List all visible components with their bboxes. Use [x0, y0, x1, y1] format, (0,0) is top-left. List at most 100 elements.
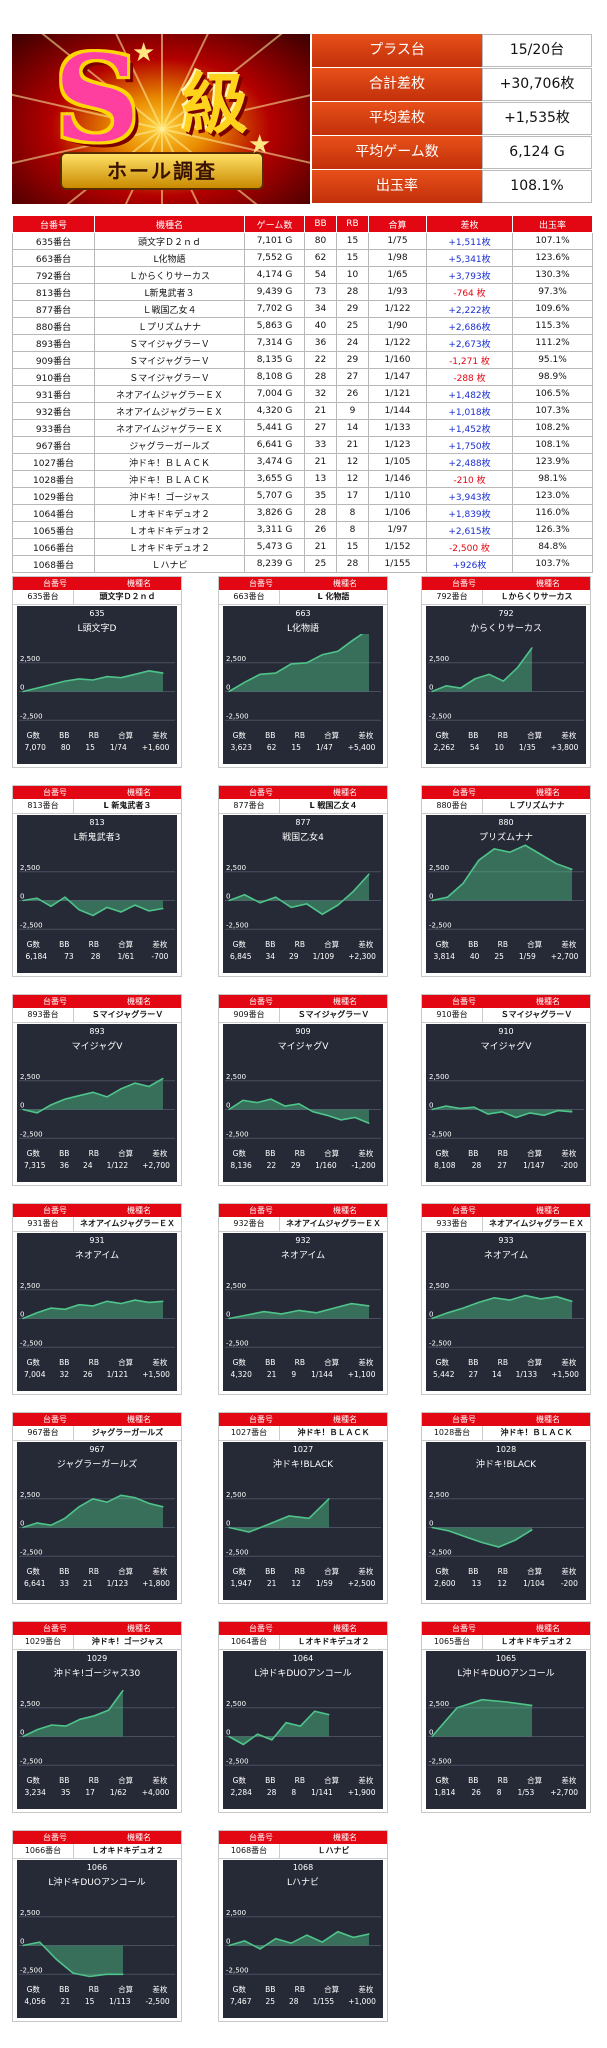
table-cell: 1/65	[368, 266, 427, 284]
slump-point	[462, 882, 464, 884]
card-header-name-label: 機種名	[333, 1624, 357, 1633]
stats-header: BB	[468, 731, 479, 740]
stats-diff: -700	[151, 952, 169, 961]
card-header: 台番号 機種名	[13, 786, 181, 799]
slump-point	[368, 1933, 370, 1935]
stats-g: 1,814	[433, 1788, 456, 1797]
table-cell: 663番台	[12, 249, 95, 267]
slump-point	[248, 1531, 250, 1533]
slump-point	[509, 1299, 511, 1301]
table-row: 1068番台 Ｌハナビ 8,239 G 25 28 1/155 +926枚 103.7%	[12, 555, 593, 573]
stats-header: RB	[294, 1776, 305, 1785]
slump-point	[529, 1112, 531, 1114]
table-cell: 36	[304, 334, 337, 352]
card-header-number-label: 台番号	[43, 1415, 67, 1424]
slump-point	[517, 666, 519, 668]
y-tick-label: -2,500	[20, 1757, 43, 1765]
stats-rb: 15	[291, 743, 301, 752]
slump-point	[431, 1108, 433, 1111]
slump-point	[242, 1099, 244, 1101]
slump-line	[431, 647, 533, 693]
slump-point	[488, 673, 490, 675]
stats-header: G数	[232, 731, 246, 740]
graph-title-number: 813	[89, 818, 105, 827]
card-header: 台番号 機種名	[13, 1204, 181, 1217]
logo-ribbon: ホール調査	[60, 152, 264, 190]
stats-prob: 1/62	[109, 1788, 127, 1797]
graph-title-name: 沖ドキ!BLACK	[272, 1460, 334, 1470]
table-row: 931番台 ネオアイムジャグラーＥＸ 7,004 G 32 26 1/121 +1,482枚…	[12, 385, 593, 403]
card-stats: G数 BB RB 合算 差枚 2,262 54 10 1/35 +3,800	[426, 730, 586, 754]
y-tick-label: -2,500	[429, 1130, 452, 1138]
table-cell: 1/98	[368, 249, 427, 267]
graph-title-number: 1028	[495, 1445, 517, 1454]
table-cell: 1065番台	[12, 521, 95, 539]
slump-point	[493, 848, 495, 850]
stats-header: 合算	[527, 1358, 543, 1367]
slump-point	[148, 1301, 150, 1303]
slump-graph-panel: 1065 L沖ドキDUOアンコール 2,500 0 -2,500 G数 BB RB 合算 差枚 1,…	[426, 1651, 586, 1809]
table-cell: 15	[336, 538, 369, 556]
y-tick-label: -2,500	[20, 712, 43, 720]
card-machine-number: 1028番台	[422, 1426, 483, 1440]
slump-point	[288, 1515, 290, 1517]
card-machine-name: Ｌオキドキデュオ２	[91, 1846, 164, 1855]
stats-header: 合算	[324, 1985, 340, 1994]
y-tick-label: 2,500	[226, 1073, 246, 1081]
table-cell: 沖ドキ！ゴージャス	[94, 487, 245, 505]
stats-value-row: 2,600 13 12 1/104 -200	[426, 1578, 586, 1590]
logo-kanji: 級	[182, 65, 248, 143]
stats-header-row: G数 BB RB 合算 差枚	[223, 730, 383, 742]
slump-graph-panel: 967 ジャグラーガールズ 2,500 0 -2,500 G数 BB RB 合算 差枚 6,641 3…	[17, 1442, 177, 1600]
slump-graph-panel: 1029 沖ドキ!ゴージャス30 2,500 0 -2,500 G数 BB RB 合算 差枚 3,2…	[17, 1651, 177, 1809]
slump-point	[263, 1311, 265, 1313]
card-stats: G数 BB RB 合算 差枚 4,320 21 9 1/144 +1,100	[223, 1357, 383, 1381]
table-cell: 880番台	[12, 317, 95, 335]
y-tick-label: 0	[226, 684, 230, 692]
slump-point	[314, 1710, 316, 1712]
card-machine-number: 967番台	[13, 1426, 74, 1440]
stats-header: G数	[26, 1149, 40, 1158]
stats-rb: 24	[83, 1161, 93, 1170]
slump-point	[431, 1317, 433, 1320]
stats-bb: 21	[266, 1370, 277, 1379]
slump-point	[36, 1112, 38, 1114]
stats-g: 8,136	[230, 1161, 252, 1170]
table-cell: 15	[336, 232, 369, 250]
slump-point	[134, 1082, 136, 1084]
stats-value-row: 6,184 73 28 1/61 -700	[17, 951, 177, 963]
table-cell: 3,655 G	[244, 470, 305, 488]
stats-g: 7,467	[230, 1997, 252, 2006]
summary-value: +30,706枚	[482, 68, 592, 101]
card-machine-name: 沖ドキ！ＢＬＡＣＫ	[500, 1428, 573, 1437]
card-machine-number: 931番台	[13, 1217, 74, 1231]
table-cell: 635番台	[12, 232, 95, 250]
stats-header: 合算	[118, 731, 134, 740]
machine-card: 台番号 機種名 1028番台 沖ドキ！ＢＬＡＣＫ 1028 沖ドキ!BLACK 2,500 0…	[421, 1412, 591, 1604]
table-cell: 80	[304, 232, 337, 250]
stats-header: BB	[59, 1567, 70, 1576]
table-cell: 123.9%	[512, 453, 593, 471]
card-machine-name: ＳマイジャグラーＶ	[91, 1010, 164, 1019]
stats-value-row: 3,623 62 15 1/47 +5,400	[223, 742, 383, 754]
stats-bb: 26	[471, 1788, 481, 1797]
column-header: RB	[336, 215, 369, 233]
y-tick-label: -2,500	[226, 1130, 249, 1138]
stats-prob: 1/122	[106, 1161, 129, 1170]
stats-diff: +1,800	[142, 1579, 170, 1588]
slump-point	[473, 1106, 475, 1108]
stats-header: 合算	[118, 1358, 134, 1367]
slump-point	[298, 1309, 300, 1312]
stats-header: 差枚	[561, 1776, 577, 1785]
table-cell: 21	[304, 453, 337, 471]
stats-diff: +2,500	[347, 1579, 376, 1588]
table-cell: 1/122	[368, 300, 427, 318]
table-cell: +1,452枚	[426, 419, 513, 437]
stats-header: RB	[497, 1567, 508, 1576]
table-row: 635番台 頭文字Ｄ２ｎｄ 7,101 G 80 15 1/75 +1,511枚 107.1%	[12, 232, 593, 250]
card-stats: G数 BB RB 合算 差枚 2,284 28 8 1/141 +1,900	[223, 1775, 383, 1799]
slump-point	[431, 1526, 433, 1529]
slump-point	[55, 1958, 57, 1960]
column-header: 機種名	[94, 215, 245, 233]
slump-point	[456, 1707, 458, 1709]
